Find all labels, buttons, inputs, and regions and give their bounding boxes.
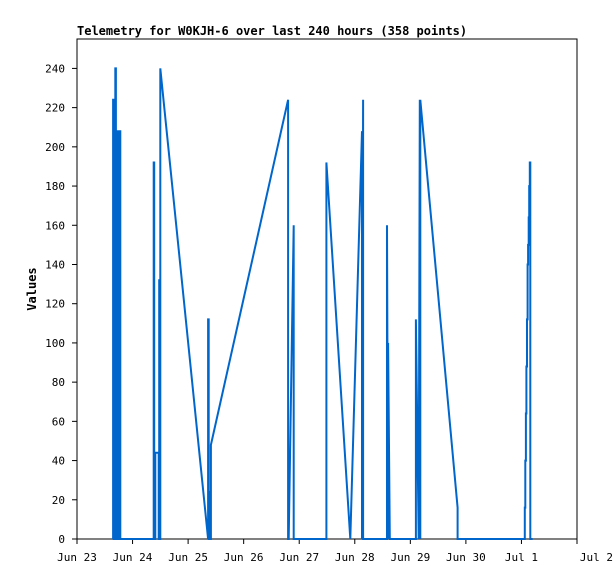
x-tick-label: Jun 25 [168, 551, 208, 564]
y-tick-label: 180 [45, 180, 65, 193]
x-tick-label: Jun 26 [224, 551, 264, 564]
series-layer [112, 67, 533, 540]
x-tick-label: Jul 2 [580, 551, 613, 564]
y-tick-label: 120 [45, 298, 65, 311]
y-tick-label: 200 [45, 141, 65, 154]
y-tick-label: 40 [52, 455, 65, 468]
y-tick-label: 140 [45, 258, 65, 271]
x-axis: Jun 23 Jun 24 Jun 25 Jun 26 Jun 27 Jun 28 Jun … [57, 539, 613, 564]
series-line [112, 67, 533, 540]
y-axis: 0 20 40 60 80 100 120 140 160 180 200 220 240 [45, 62, 77, 546]
y-tick-label: 80 [52, 376, 65, 389]
x-tick-label: Jun 30 [446, 551, 486, 564]
x-tick-label: Jun 28 [335, 551, 375, 564]
y-tick-label: 240 [45, 62, 65, 75]
x-tick-label: Jun 23 [57, 551, 97, 564]
y-axis-label: Values [25, 267, 39, 310]
x-tick-label: Jun 29 [390, 551, 430, 564]
x-tick-label: Jul 1 [505, 551, 538, 564]
y-tick-label: 100 [45, 337, 65, 350]
y-tick-label: 0 [58, 533, 65, 546]
y-tick-label: 60 [52, 415, 65, 428]
y-tick-label: 20 [52, 494, 65, 507]
y-tick-label: 220 [45, 102, 65, 115]
x-tick-label: Jun 27 [279, 551, 319, 564]
x-tick-label: Jun 24 [113, 551, 153, 564]
chart-title: Telemetry for W0KJH-6 over last 240 hour… [77, 24, 467, 38]
y-tick-label: 160 [45, 219, 65, 232]
